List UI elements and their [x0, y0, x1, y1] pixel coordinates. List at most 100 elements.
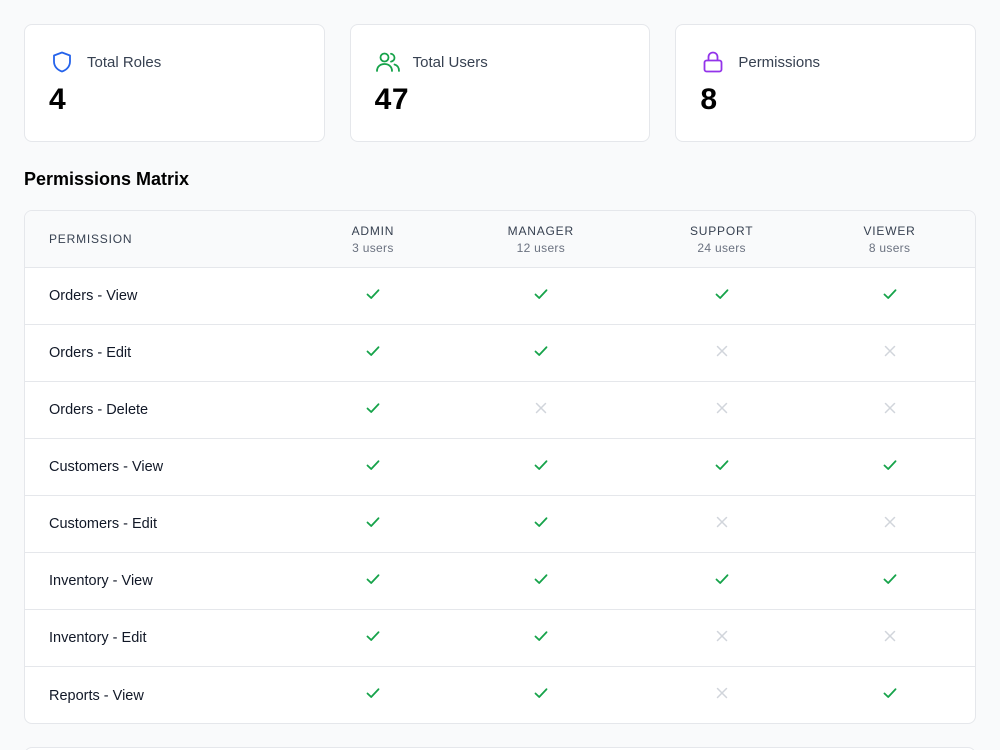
check-icon	[532, 459, 550, 478]
x-icon	[532, 402, 550, 421]
check-icon	[881, 459, 899, 478]
grant-cell-support	[639, 456, 804, 479]
role-user-count: 24 users	[697, 240, 746, 255]
permission-name: Inventory - View	[49, 573, 153, 589]
grant-cell-manager	[442, 570, 639, 593]
grant-cell-admin	[303, 456, 442, 479]
grant-cell-viewer	[804, 627, 975, 650]
table-row: Reports - View	[25, 667, 975, 723]
table-row: Orders - Edit	[25, 325, 975, 382]
grant-cell-admin	[303, 513, 442, 536]
grant-cell-support	[639, 627, 804, 650]
grant-cell-support	[639, 684, 804, 707]
grant-cell-viewer	[804, 285, 975, 308]
grant-cell-support	[639, 399, 804, 422]
check-icon	[713, 573, 731, 592]
role-user-count: 3 users	[352, 240, 394, 255]
grant-cell-manager	[442, 342, 639, 365]
stat-card-total-users: Total Users 47	[349, 24, 651, 142]
check-icon	[532, 573, 550, 592]
role-name: ADMIN	[351, 223, 395, 238]
stat-value: 4	[49, 83, 67, 116]
role-name: VIEWER	[863, 223, 916, 238]
check-icon	[364, 630, 382, 649]
table-row: Customers - Edit	[25, 496, 975, 553]
check-icon	[713, 288, 731, 307]
role-column-manager: MANAGER 12 users	[442, 224, 639, 255]
grant-cell-manager	[442, 513, 639, 536]
role-column-support: SUPPORT 24 users	[639, 224, 804, 255]
table-row: Orders - View	[25, 268, 975, 325]
lock-icon	[700, 49, 726, 75]
check-icon	[364, 516, 382, 535]
grant-cell-admin	[303, 570, 442, 593]
check-icon	[532, 630, 550, 649]
permissions-matrix: PERMISSION ADMIN 3 users MANAGER 12 user…	[24, 210, 976, 724]
grant-cell-manager	[442, 399, 639, 422]
check-icon	[881, 573, 899, 592]
section-title: Permissions Matrix	[24, 169, 190, 189]
x-icon	[713, 345, 731, 364]
check-icon	[364, 288, 382, 307]
permission-name: Reports - View	[49, 687, 144, 704]
permission-name: Orders - View	[49, 288, 138, 304]
x-icon	[881, 402, 899, 421]
x-icon	[713, 402, 731, 421]
check-icon	[532, 516, 550, 535]
grant-cell-viewer	[804, 456, 975, 479]
matrix-header-row: PERMISSION ADMIN 3 users MANAGER 12 user…	[25, 211, 975, 268]
check-icon	[364, 459, 382, 478]
table-row: Orders - Delete	[25, 382, 975, 439]
table-row: Inventory - View	[25, 553, 975, 610]
grant-cell-viewer	[804, 684, 975, 707]
stats-row: Total Roles 4 Total Users 47 Permissions…	[24, 24, 977, 142]
stat-label: Total Users	[412, 53, 488, 71]
role-column-viewer: VIEWER 8 users	[804, 224, 975, 255]
role-user-count: 12 users	[516, 240, 566, 255]
grant-cell-support	[639, 342, 804, 365]
check-icon	[532, 288, 550, 307]
x-icon	[713, 516, 731, 535]
x-icon	[881, 516, 899, 535]
check-icon	[364, 573, 382, 592]
check-icon	[713, 459, 731, 478]
permission-name: Customers - Edit	[49, 516, 157, 532]
stat-label: Total Roles	[87, 53, 162, 71]
permission-name: Orders - Delete	[49, 402, 149, 418]
role-user-count: 8 users	[868, 240, 911, 255]
grant-cell-viewer	[804, 399, 975, 422]
check-icon	[532, 345, 550, 364]
x-icon	[713, 687, 731, 706]
stat-label: Permissions	[738, 53, 821, 71]
stat-value: 8	[700, 83, 718, 116]
permission-name: Inventory - Edit	[49, 630, 147, 646]
grant-cell-manager	[442, 456, 639, 479]
grant-cell-support	[639, 570, 804, 593]
role-name: SUPPORT	[689, 223, 754, 238]
grant-cell-viewer	[804, 513, 975, 536]
users-icon	[375, 49, 401, 75]
grant-cell-admin	[303, 342, 442, 365]
grant-cell-admin	[303, 684, 442, 707]
stat-value: 47	[374, 83, 410, 116]
table-row: Inventory - Edit	[25, 610, 975, 667]
grant-cell-support	[639, 513, 804, 536]
x-icon	[881, 630, 899, 649]
check-icon	[532, 688, 550, 706]
permission-column-header: PERMISSION	[49, 232, 133, 246]
check-icon	[364, 402, 382, 421]
check-icon	[364, 345, 382, 364]
x-icon	[713, 630, 731, 649]
permission-name: Orders - Edit	[49, 345, 132, 361]
grant-cell-viewer	[804, 570, 975, 593]
grant-cell-manager	[442, 684, 639, 707]
table-row: Customers - View	[25, 439, 975, 496]
check-icon	[881, 688, 899, 706]
grant-cell-manager	[442, 627, 639, 650]
grant-cell-manager	[442, 285, 639, 308]
grant-cell-viewer	[804, 342, 975, 365]
grant-cell-support	[639, 285, 804, 308]
grant-cell-admin	[303, 285, 442, 308]
check-icon	[881, 288, 899, 307]
stat-card-total-roles: Total Roles 4	[24, 24, 325, 142]
